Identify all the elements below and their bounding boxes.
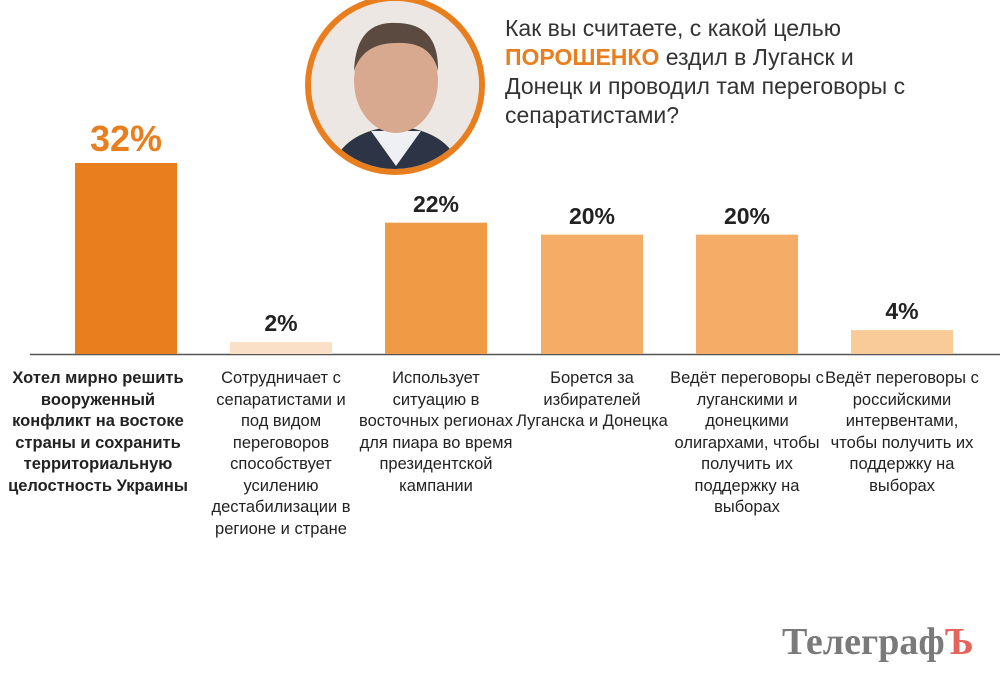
bar-4 [541, 234, 643, 354]
category-label: Ведёт переговоры с луганскими и донецким… [670, 369, 824, 516]
category-label: Борется за избирателей Луганска и Донецк… [516, 369, 668, 430]
telegraf-logo: ТелеграфЪ [782, 621, 974, 663]
question-text: Как вы считаете, с какой целью ПОРОШЕНКО… [505, 15, 906, 128]
data-label: 20% [568, 202, 616, 229]
portrait-photo [305, 0, 485, 175]
category-label: Использует ситуацию в восточных регионах… [359, 369, 513, 495]
category-label: Сотрудничает с сепаратистами и под видом… [211, 369, 351, 538]
bar-6 [851, 330, 953, 354]
bar-2 [230, 342, 332, 354]
bar-3 [385, 222, 487, 354]
category-label: Ведёт переговоры с российскими интервент… [825, 369, 979, 495]
data-label: 32% [89, 118, 163, 159]
data-label: 22% [412, 190, 460, 217]
category-label: Хотел мирно решить вооруженный конфликт … [8, 369, 188, 495]
bar-5 [696, 234, 798, 354]
data-label: 2% [264, 310, 298, 337]
data-label: 20% [723, 202, 771, 229]
data-label: 4% [885, 298, 919, 325]
bar-1 [75, 163, 177, 354]
